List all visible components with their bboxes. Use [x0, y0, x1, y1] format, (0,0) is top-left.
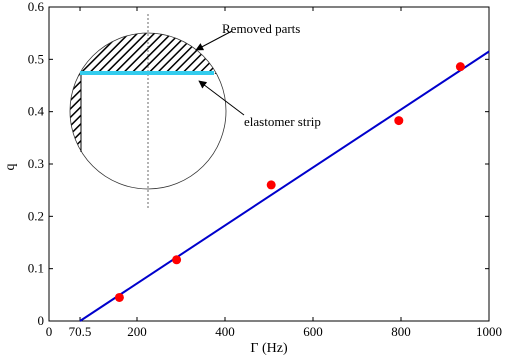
- x-tick-label: 70.5: [69, 324, 92, 339]
- x-tick-label: 400: [215, 324, 235, 339]
- removed-parts-label: Removed parts: [222, 21, 300, 36]
- data-point: [172, 255, 182, 265]
- y-tick-label: 0.4: [28, 104, 45, 119]
- elastomer-strip-label: elastomer strip: [244, 114, 321, 129]
- y-tick-label: 0.3: [28, 156, 44, 171]
- data-point: [455, 62, 465, 72]
- fit-line: [79, 50, 490, 322]
- data-point: [114, 292, 124, 302]
- y-tick-label: 0.1: [28, 261, 44, 276]
- inset-circle: [69, 32, 227, 190]
- y-tick-label: 0.5: [28, 51, 44, 66]
- y-tick-labels: 0 0.1 0.2 0.3 0.4 0.5 0.6: [28, 0, 45, 328]
- elastomer-strip: [80, 71, 214, 75]
- y-tick-label: 0.6: [28, 0, 45, 14]
- x-tick-label: 1000: [476, 324, 502, 339]
- axis-ticks: [48, 6, 490, 322]
- removed-part-left: [70, 74, 81, 164]
- y-axis-title: q: [3, 164, 18, 171]
- x-tick-label: 800: [391, 324, 411, 339]
- y-tick-label: 0: [38, 313, 45, 328]
- x-tick-label: 600: [303, 324, 323, 339]
- elastomer-strip-arrow: [198, 80, 245, 116]
- y-tick-label: 0.2: [28, 208, 44, 223]
- removed-parts-arrow: [195, 30, 233, 51]
- data-series: [79, 50, 490, 322]
- x-tick-label: 0: [46, 324, 53, 339]
- x-tick-labels: 0 70.5 200 400 600 800 1000: [46, 324, 502, 339]
- data-point: [266, 180, 276, 190]
- x-tick-label: 200: [127, 324, 147, 339]
- data-point: [394, 116, 404, 126]
- x-axis-title: Γ (Hz): [250, 341, 288, 356]
